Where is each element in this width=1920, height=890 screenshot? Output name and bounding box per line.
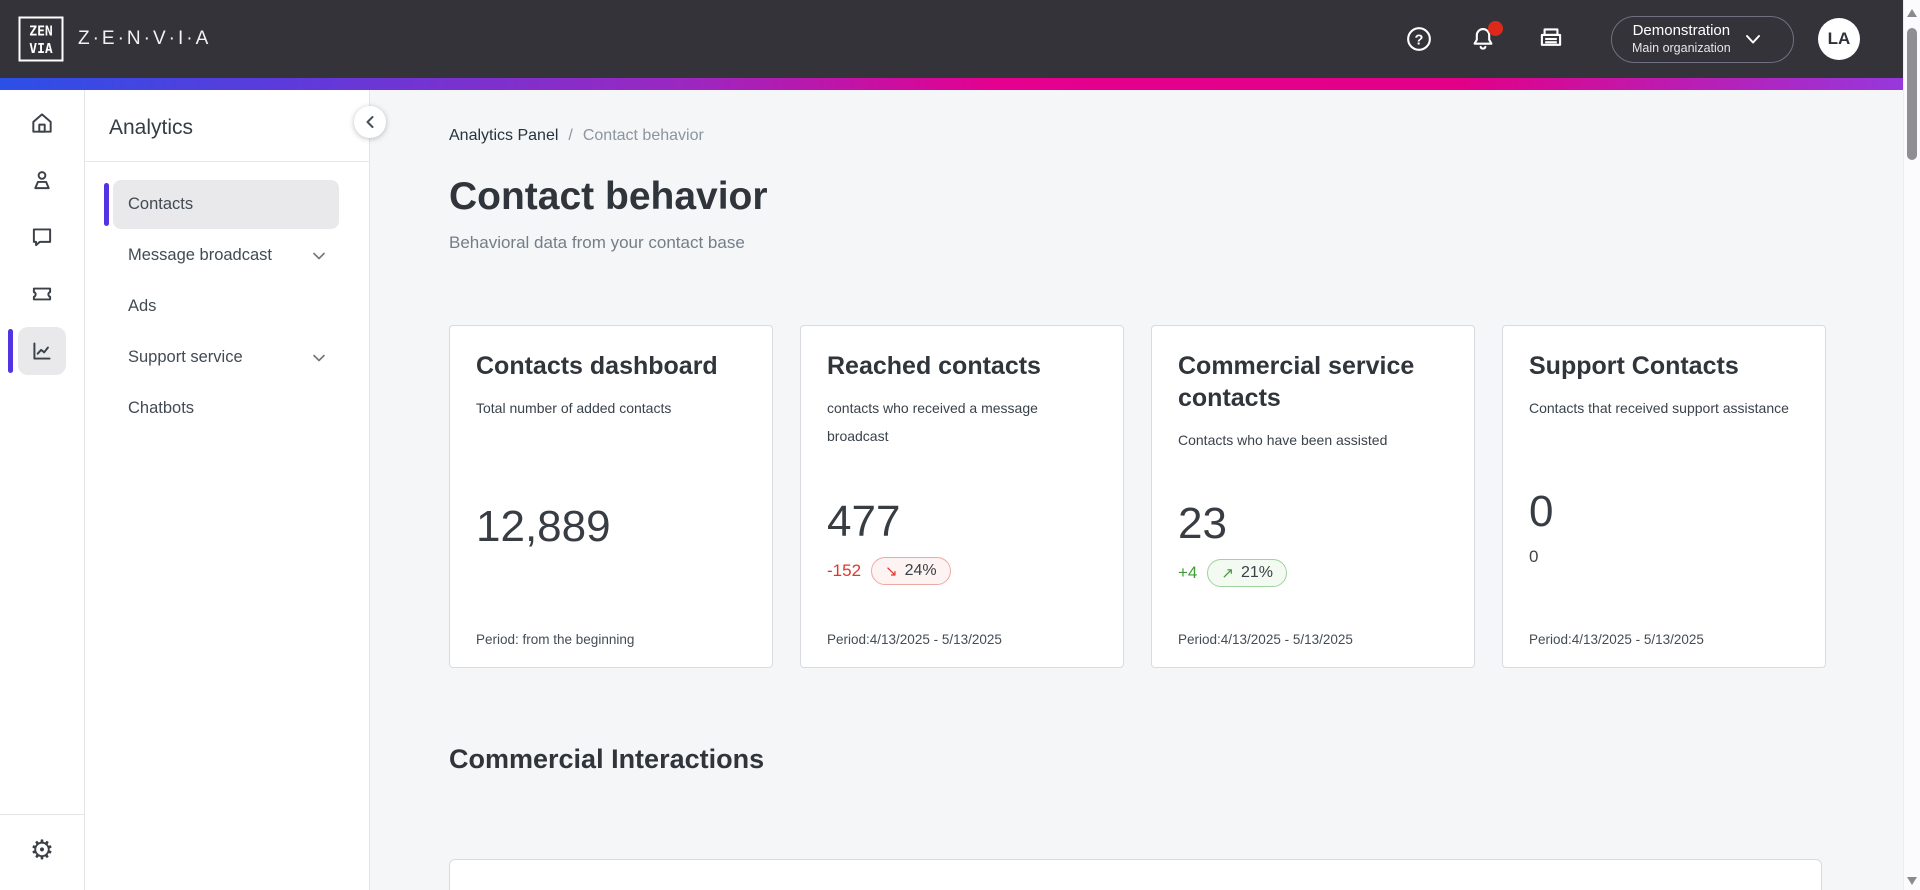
card-contacts-dashboard: Contacts dashboard Total number of added… (449, 325, 773, 668)
sidebar-item-support-service[interactable]: Support service (113, 333, 339, 382)
sidebar-item-label: Support service (128, 348, 243, 366)
zenvia-logo[interactable]: ZEN VIA Z·E·N·V·I·A (18, 16, 211, 62)
card-period: Period:4/13/2025 - 5/13/2025 (1178, 632, 1353, 647)
scrollbar-down-arrow[interactable] (1907, 877, 1917, 885)
breadcrumb-separator: / (568, 127, 573, 144)
trend-badge: ↘ 24% (871, 557, 951, 585)
svg-text:VIA: VIA (29, 42, 53, 57)
card-value: 12,889 (476, 502, 611, 551)
card-support-contacts: Support Contacts Contacts that received … (1502, 325, 1826, 668)
sidebar-item-ads[interactable]: Ads (113, 282, 339, 331)
breadcrumb-parent-link[interactable]: Analytics Panel (449, 127, 559, 144)
svg-text:?: ? (1415, 32, 1424, 48)
analytics-sidebar: Analytics Contacts Message broadcast Ads… (85, 90, 370, 890)
organization-subtitle: Main organization (1632, 40, 1731, 55)
ticket-icon[interactable] (18, 270, 66, 318)
rail-divider: ⚙ (0, 814, 84, 890)
page-scrollbar[interactable] (1903, 0, 1920, 890)
card-description: Contacts that received support assistanc… (1529, 400, 1789, 416)
delta-value: +4 (1178, 563, 1198, 582)
sidebar-item-chatbots[interactable]: Chatbots (113, 384, 339, 433)
contacts-icon[interactable] (18, 156, 66, 204)
delta-value: -152 (827, 561, 862, 580)
zenvia-logo-icon: ZEN VIA (18, 16, 64, 62)
trend-down-icon: ↘ (885, 563, 898, 580)
card-period: Period: from the beginning (476, 632, 635, 647)
card-title: Contacts dashboard (476, 352, 718, 380)
organization-switcher[interactable]: Demonstration Main organization (1611, 15, 1794, 63)
brand-gradient-strip (0, 78, 1920, 90)
printer-icon[interactable] (1537, 25, 1565, 53)
notifications-bell-icon[interactable] (1469, 21, 1503, 53)
user-avatar[interactable]: LA (1818, 18, 1860, 60)
chevron-down-icon (1745, 34, 1760, 43)
card-title: Reached contacts (827, 352, 1041, 380)
sidebar-item-label: Contacts (128, 195, 194, 213)
page-subtitle: Behavioral data from your contact base (449, 233, 745, 252)
organization-name: Demonstration (1632, 21, 1731, 39)
card-reached-contacts: Reached contacts contacts who received a… (800, 325, 1124, 668)
sidebar-item-message-broadcast[interactable]: Message broadcast (113, 231, 339, 280)
section-title-commercial-interactions: Commercial Interactions (449, 744, 765, 774)
stat-cards-row: Contacts dashboard Total number of added… (449, 325, 1920, 668)
sidebar-item-label: Message broadcast (128, 246, 272, 264)
scrollbar-up-arrow[interactable] (1907, 9, 1917, 17)
card-title: Support Contacts (1529, 352, 1739, 380)
sidebar-divider (85, 161, 369, 162)
delta-value: 0 (1529, 547, 1539, 566)
card-value: 0 (1529, 487, 1554, 536)
content-area: Analytics Panel / Contact behavior Conta… (370, 90, 1920, 890)
card-title: Commercial service contacts (1178, 352, 1415, 412)
delta-percent: 24% (904, 562, 937, 579)
chevron-left-icon (366, 116, 374, 128)
sidebar-title: Analytics (109, 116, 194, 139)
sidebar-item-contacts[interactable]: Contacts (104, 180, 339, 229)
card-period: Period:4/13/2025 - 5/13/2025 (827, 632, 1002, 647)
card-value: 477 (827, 497, 901, 546)
card-commercial-service-contacts: Commercial service contacts Contacts who… (1151, 325, 1475, 668)
breadcrumb-current: Contact behavior (582, 127, 704, 144)
breadcrumb: Analytics Panel / Contact behavior (449, 127, 1920, 145)
settings-gear-icon[interactable]: ⚙ (29, 835, 55, 865)
scrollbar-thumb[interactable] (1907, 28, 1917, 160)
home-icon[interactable] (18, 99, 66, 147)
card-description: Total number of added contacts (476, 400, 672, 416)
help-icon[interactable]: ? (1405, 25, 1433, 53)
sidebar-collapse-button[interactable] (354, 106, 386, 138)
icon-rail: ⚙ (0, 90, 85, 890)
commercial-interactions-card (449, 859, 1822, 890)
topbar: ZEN VIA Z·E·N·V·I·A ? (0, 0, 1920, 78)
chevron-down-icon (313, 354, 325, 361)
page-title: Contact behavior (449, 175, 768, 218)
svg-text:ZEN: ZEN (29, 25, 53, 40)
card-description: Contacts who have been assisted (1178, 432, 1388, 448)
sidebar-item-label: Ads (128, 297, 157, 315)
trend-badge: ↗ 21% (1207, 559, 1287, 587)
delta-percent: 21% (1240, 564, 1273, 581)
notification-badge (1488, 21, 1503, 36)
card-period: Period:4/13/2025 - 5/13/2025 (1529, 632, 1704, 647)
sidebar-item-label: Chatbots (128, 399, 195, 417)
analytics-icon[interactable] (8, 327, 66, 375)
card-description: contacts who received a message broadcas… (827, 400, 1038, 444)
conversations-icon[interactable] (18, 213, 66, 261)
trend-up-icon: ↗ (1221, 565, 1234, 582)
card-value: 23 (1178, 499, 1227, 548)
brand-wordmark: Z·E·N·V·I·A (78, 28, 212, 49)
chevron-down-icon (313, 252, 325, 259)
